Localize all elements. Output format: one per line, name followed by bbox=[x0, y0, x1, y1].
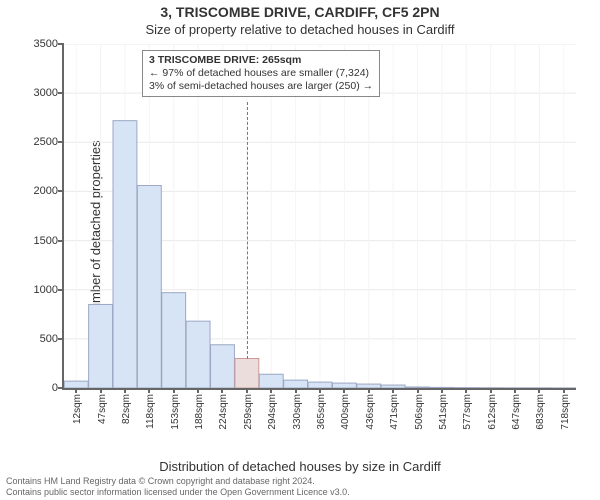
y-tick-label: 1500 bbox=[34, 235, 58, 247]
x-tick-label: 330sqm bbox=[292, 394, 303, 430]
y-tick-mark bbox=[58, 141, 64, 143]
x-tick-mark bbox=[148, 388, 150, 393]
x-tick-label: 612sqm bbox=[487, 394, 498, 430]
bar bbox=[162, 293, 186, 388]
y-tick-label: 1000 bbox=[34, 284, 58, 296]
x-tick-mark bbox=[197, 388, 199, 393]
x-tick-label: 365sqm bbox=[316, 394, 327, 430]
bar bbox=[89, 304, 113, 388]
x-tick-mark bbox=[75, 388, 77, 393]
x-axis-label: Distribution of detached houses by size … bbox=[0, 459, 600, 474]
x-tick-mark bbox=[100, 388, 102, 393]
annotation-line1: 3 TRISCOMBE DRIVE: 265sqm bbox=[149, 54, 373, 67]
chart-subtitle: Size of property relative to detached ho… bbox=[0, 22, 600, 37]
x-tick-mark bbox=[173, 388, 175, 393]
x-tick-label: 506sqm bbox=[414, 394, 425, 430]
chart-title: 3, TRISCOMBE DRIVE, CARDIFF, CF5 2PN bbox=[0, 4, 600, 20]
x-tick-mark bbox=[343, 388, 345, 393]
y-tick-label: 2000 bbox=[34, 185, 58, 197]
chart-container: 3, TRISCOMBE DRIVE, CARDIFF, CF5 2PN Siz… bbox=[0, 0, 600, 500]
x-tick-label: 224sqm bbox=[218, 394, 229, 430]
x-tick-label: 259sqm bbox=[243, 394, 254, 430]
y-tick-mark bbox=[58, 190, 64, 192]
footer-line2: Contains public sector information licen… bbox=[6, 487, 350, 498]
x-tick-mark bbox=[465, 388, 467, 393]
y-tick-label: 3500 bbox=[34, 38, 58, 50]
x-tick-mark bbox=[490, 388, 492, 393]
bar bbox=[113, 121, 137, 388]
y-tick-label: 2500 bbox=[34, 136, 58, 148]
plot-area: 3 TRISCOMBE DRIVE: 265sqm ← 97% of detac… bbox=[62, 44, 576, 390]
y-tick-mark bbox=[58, 387, 64, 389]
x-tick-mark bbox=[441, 388, 443, 393]
x-tick-mark bbox=[392, 388, 394, 393]
x-tick-label: 294sqm bbox=[267, 394, 278, 430]
x-tick-mark bbox=[563, 388, 565, 393]
x-tick-label: 436sqm bbox=[365, 394, 376, 430]
bar bbox=[186, 321, 210, 388]
x-tick-mark bbox=[368, 388, 370, 393]
x-tick-label: 471sqm bbox=[389, 394, 400, 430]
x-tick-label: 647sqm bbox=[511, 394, 522, 430]
x-tick-label: 47sqm bbox=[97, 394, 108, 424]
x-tick-label: 12sqm bbox=[72, 394, 83, 424]
bar bbox=[284, 380, 308, 388]
y-tick-label: 500 bbox=[40, 333, 58, 345]
x-tick-label: 683sqm bbox=[535, 394, 546, 430]
x-tick-mark bbox=[319, 388, 321, 393]
x-tick-mark bbox=[538, 388, 540, 393]
x-tick-mark bbox=[295, 388, 297, 393]
x-tick-mark bbox=[246, 388, 248, 393]
x-tick-label: 577sqm bbox=[462, 394, 473, 430]
y-tick-mark bbox=[58, 240, 64, 242]
x-tick-mark bbox=[514, 388, 516, 393]
footer-line1: Contains HM Land Registry data © Crown c… bbox=[6, 476, 350, 487]
y-tick-mark bbox=[58, 43, 64, 45]
marker-line bbox=[247, 102, 248, 359]
bar bbox=[64, 381, 88, 388]
y-tick-mark bbox=[58, 92, 64, 94]
x-tick-label: 188sqm bbox=[194, 394, 205, 430]
bar bbox=[259, 374, 283, 388]
x-tick-label: 153sqm bbox=[170, 394, 181, 430]
annotation-line2: ← 97% of detached houses are smaller (7,… bbox=[149, 67, 373, 80]
annotation-line3: 3% of semi-detached houses are larger (2… bbox=[149, 80, 373, 93]
x-tick-label: 82sqm bbox=[121, 394, 132, 424]
y-tick-label: 3000 bbox=[34, 87, 58, 99]
y-tick-mark bbox=[58, 289, 64, 291]
bar bbox=[235, 359, 259, 388]
x-tick-label: 118sqm bbox=[145, 394, 156, 429]
bar bbox=[211, 345, 235, 388]
x-tick-label: 400sqm bbox=[340, 394, 351, 430]
annotation-box: 3 TRISCOMBE DRIVE: 265sqm ← 97% of detac… bbox=[142, 50, 380, 97]
footer: Contains HM Land Registry data © Crown c… bbox=[6, 476, 350, 498]
bar bbox=[137, 186, 161, 388]
x-tick-mark bbox=[221, 388, 223, 393]
x-tick-mark bbox=[124, 388, 126, 393]
y-tick-mark bbox=[58, 338, 64, 340]
x-tick-mark bbox=[270, 388, 272, 393]
x-tick-label: 541sqm bbox=[438, 394, 449, 430]
x-tick-mark bbox=[417, 388, 419, 393]
x-tick-label: 718sqm bbox=[560, 394, 571, 430]
